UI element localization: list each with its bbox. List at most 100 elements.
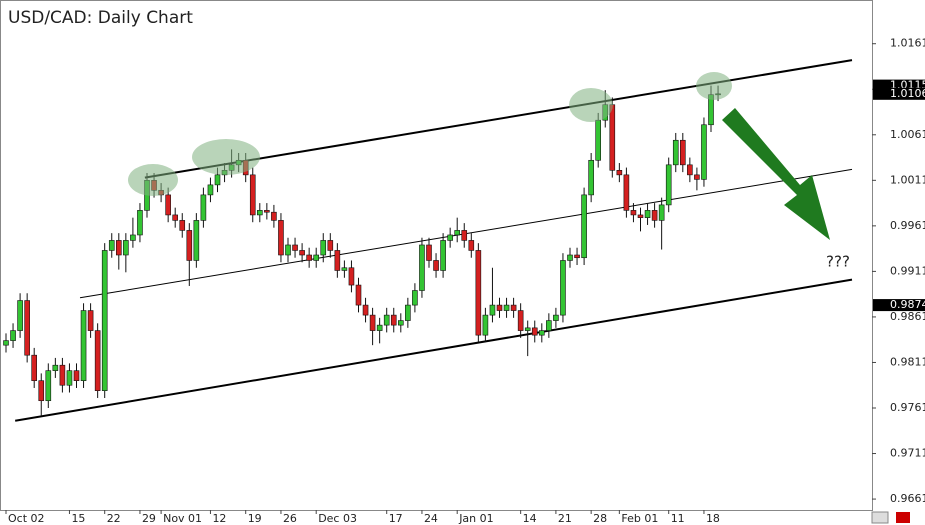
candle-body — [362, 304, 369, 316]
highlight — [569, 88, 613, 122]
x-tick-label: 22 — [107, 512, 121, 525]
x-tick-label: 19 — [248, 512, 262, 525]
candle-body — [87, 310, 94, 331]
candle-body — [412, 290, 418, 306]
candle-body — [574, 254, 580, 259]
candle-body — [73, 370, 80, 381]
x-tick-label: 21 — [558, 512, 572, 525]
candle-body — [644, 210, 651, 218]
highlight — [192, 139, 260, 175]
trendline — [14, 278, 853, 422]
candle-body — [355, 284, 362, 306]
candle-body — [517, 310, 524, 331]
candle-body — [186, 230, 193, 261]
candle-body — [59, 364, 66, 386]
y-tick-label: 0.9911 — [890, 264, 925, 277]
candle-body — [207, 184, 214, 196]
candle-body — [376, 324, 383, 331]
candle-body — [66, 370, 73, 386]
x-tick-label: 17 — [389, 512, 403, 525]
candle-body — [45, 370, 52, 402]
candle-body — [419, 244, 425, 291]
candle-body — [658, 204, 665, 221]
x-tick-label: 29 — [142, 512, 156, 525]
candle-body — [679, 139, 686, 166]
x-tick-label: 18 — [706, 512, 720, 525]
x-tick-label: 24 — [424, 512, 438, 525]
candle-body — [461, 230, 468, 241]
candle-body — [52, 364, 59, 371]
candle-body — [179, 220, 186, 231]
candle-body — [701, 124, 707, 180]
candle-body — [80, 310, 87, 381]
candle-body — [665, 164, 672, 206]
price-marker — [873, 299, 925, 312]
chart-title: USD/CAD: Daily Chart — [8, 8, 193, 28]
candle-body — [687, 164, 693, 176]
y-tick-label: 0.9961 — [890, 219, 925, 232]
candle-body — [454, 230, 461, 236]
trendline — [144, 59, 853, 179]
candle-body — [397, 320, 404, 326]
x-tick-label: Jan 01 — [458, 512, 493, 525]
candle-body — [595, 119, 602, 161]
candle-body — [489, 304, 496, 316]
candle-body — [193, 220, 200, 261]
candle-body — [553, 314, 559, 321]
candle-body — [94, 330, 101, 391]
x-tick-label: 15 — [71, 512, 85, 525]
candle-body — [510, 304, 517, 311]
candle-body — [130, 234, 136, 241]
candle-body — [306, 254, 312, 261]
candle-body — [616, 170, 623, 176]
annotation: ??? — [826, 253, 850, 271]
candle-body — [440, 240, 446, 271]
candle-body — [560, 260, 566, 316]
y-tick-label: 0.9761 — [890, 401, 925, 414]
candle-body — [256, 210, 263, 216]
candle-body — [369, 314, 376, 331]
candle-body — [348, 267, 355, 286]
candle-body — [271, 211, 277, 221]
candle-body — [17, 300, 23, 331]
y-tick-label: 0.9811 — [890, 355, 925, 368]
candle-body — [137, 210, 143, 236]
candle-body — [447, 234, 453, 241]
candle-body — [651, 210, 658, 221]
candle-body — [249, 174, 256, 216]
candle-body — [588, 159, 594, 196]
candle-body — [278, 220, 284, 256]
candle-body — [327, 240, 334, 251]
y-tick-label: 0.9861 — [890, 310, 925, 323]
x-tick-label: Nov 01 — [163, 512, 202, 525]
candle-body — [292, 244, 298, 251]
y-tick-label: 1.0061 — [890, 128, 925, 141]
candle-body — [433, 260, 439, 271]
candle-body — [31, 354, 38, 381]
x-tick-label: Feb 01 — [621, 512, 658, 525]
candle-body — [214, 174, 221, 186]
y-tick-label: 1.0161 — [890, 37, 925, 50]
candle-body — [383, 314, 390, 326]
candle-body — [482, 314, 489, 336]
x-tick-label: Oct 02 — [8, 512, 45, 525]
candle-body — [390, 314, 397, 326]
candle-body — [165, 194, 171, 216]
icon — [871, 511, 889, 524]
price-marker-label: 1.0106 — [890, 87, 925, 100]
x-tick-label: 14 — [523, 512, 537, 525]
highlight — [696, 72, 732, 100]
price-marker-label: 0.9874 — [890, 298, 925, 311]
candle-body — [299, 250, 305, 256]
candle-body — [334, 250, 341, 271]
candle-body — [630, 210, 637, 216]
candle-body — [567, 254, 573, 261]
candle-body — [694, 174, 700, 180]
x-tick-label: Dec 03 — [318, 512, 357, 525]
y-tick-label: 0.9661 — [890, 492, 925, 505]
candle-body — [609, 104, 616, 171]
candle-body — [172, 214, 178, 221]
candle-body — [101, 250, 108, 391]
candle-body — [10, 330, 16, 341]
